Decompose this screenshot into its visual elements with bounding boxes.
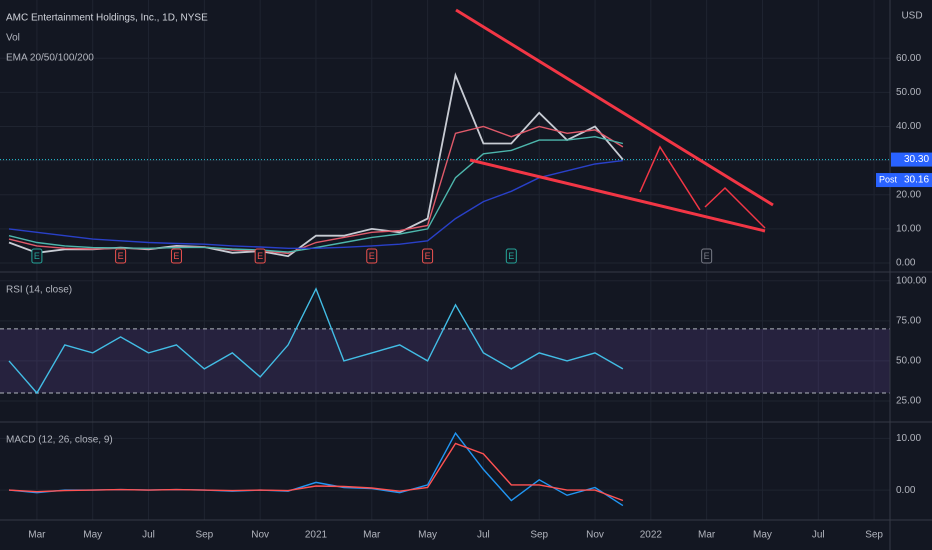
rsi-band [0,328,890,393]
earnings-label: E [34,251,40,261]
last-price-label: 30.30 [904,154,929,165]
y-tick-label: 20.00 [896,189,921,200]
y-tick-label: 50.00 [896,87,921,98]
earnings-marker [701,248,713,264]
y-tick-label: 10.00 [896,224,921,235]
x-tick-label: Jul [142,530,155,541]
x-tick-label: Nov [586,530,604,541]
series-line [8,442,624,502]
earnings-label: E [425,251,431,261]
x-tick-label: 2022 [640,530,663,541]
y-tick-label: 75.00 [896,316,921,327]
x-tick-label: Sep [195,530,213,541]
y-tick-label: 0.00 [896,258,916,269]
y-tick-label: 0.00 [896,485,916,496]
pane-title: MACD (12, 26, close, 9) [6,435,113,446]
earnings-marker [254,248,266,264]
x-tick-label: Mar [28,530,46,541]
x-tick-label: Sep [530,530,548,541]
x-tick-label: Jul [812,530,825,541]
x-tick-label: Sep [865,530,883,541]
indicator-label: Vol [6,33,20,44]
last-price-tag [891,152,932,167]
x-tick-label: Mar [698,530,716,541]
x-tick-label: Mar [363,530,381,541]
post-tag [876,173,900,188]
pane-title: RSI (14, close) [6,285,72,296]
series-line [8,287,624,395]
projection-arrow [704,186,766,229]
x-tick-label: May [753,530,772,541]
earnings-marker [170,248,182,264]
currency: USD [901,11,922,22]
price-axis [890,0,932,550]
y-tick-label: 100.00 [896,275,927,286]
post-price-tag [900,173,932,188]
x-tick-label: Nov [251,530,269,541]
x-tick-label: 2021 [305,530,328,541]
earnings-label: E [118,251,124,261]
y-tick-label: 60.00 [896,53,921,64]
projection-arrow [639,145,701,211]
earnings-label: E [704,251,710,261]
earnings-marker [422,248,434,264]
post-price-label: 30.16 [904,175,929,186]
x-tick-label: Jul [477,530,490,541]
drawings [455,8,774,233]
earnings-label: E [173,251,179,261]
y-tick-label: 50.00 [896,356,921,367]
axes: Mar May Jul Sep Nov 2021 Mar May Jul Sep Nov 2022 Ma… [28,53,932,541]
chart-title: AMC Entertainment Holdings, Inc., 1D, NY… [6,13,208,24]
x-tick-label: May [83,530,102,541]
series-line [8,159,623,249]
earnings-label: E [257,251,263,261]
earnings-marker [115,248,127,264]
trend-line [469,158,766,233]
y-tick-label: 25.00 [896,396,921,407]
trend-line [455,8,774,207]
post-label: Post [879,174,898,184]
x-tick-label: May [418,530,437,541]
earnings-marker [366,248,378,264]
earnings-label: E [369,251,375,261]
indicator-label: EMA 20/50/100/200 [6,53,94,64]
earnings-label: E [508,251,514,261]
y-tick-label: 10.00 [896,433,921,444]
y-tick-label: 40.00 [896,121,921,132]
grid [0,0,890,520]
earnings-marker [31,248,43,264]
earnings-marker [505,248,517,264]
